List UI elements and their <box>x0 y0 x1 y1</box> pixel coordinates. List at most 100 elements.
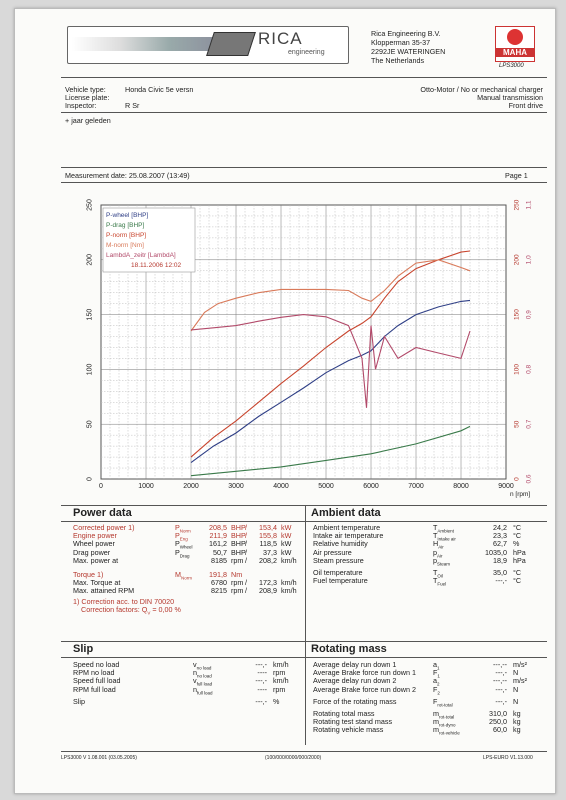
vehicle-type-label: Vehicle type: <box>65 85 106 94</box>
ambient-row-symbol: TAmbient <box>433 523 454 534</box>
model-label: LPS3000 <box>499 63 524 69</box>
y-tick-label-left: 200 <box>87 254 94 266</box>
power-row-unit-1: BHP <box>231 531 246 541</box>
company-line: Klopperman 35-37 <box>371 38 431 47</box>
maha-logo-disc <box>507 29 523 45</box>
rotating-row-unit: kg <box>513 725 521 735</box>
slip-table: Speed no load vno load ---,- km/h RPM no loa… <box>73 660 303 730</box>
chart-legend: P-wheel [BHP] P-drag [BHP] P-norm [BHP] M-n… <box>102 207 196 273</box>
rotating-row-symbol: mrot-vehicle <box>433 725 460 736</box>
legend-entry: P-wheel [BHP] <box>106 212 148 219</box>
divider <box>61 505 547 506</box>
rotating-row-label: Force of the rotating mass <box>313 696 397 706</box>
logo-text: RICA <box>258 29 303 48</box>
ambient-row-symbol: TIntake air <box>433 531 456 542</box>
vehicle-type-value: Honda Civic 5e versn <box>125 85 194 94</box>
divider <box>61 167 547 168</box>
slip-row-unit: km/h <box>273 660 289 669</box>
y-tick-label-right-lambda: 1,1 <box>526 200 533 209</box>
rotating-row-label: Rotating test stand mass <box>313 717 393 727</box>
measurement-date: Measurement date: 25.08.2007 (13:49) <box>65 171 190 180</box>
rotating-row-label: Rotating total mass <box>313 709 375 718</box>
slip-row-value: ---,- <box>255 696 267 706</box>
page-number: Page 1 <box>505 171 528 180</box>
ambient-row-unit: °C <box>513 531 522 541</box>
license-plate-label: License plate: <box>65 93 110 102</box>
max-torque-unit-2: km/h <box>281 578 297 588</box>
power-row-label: Max. power at <box>73 555 119 565</box>
max-rpm-separator: / <box>245 586 247 596</box>
y-tick-label-right-power: 200 <box>514 254 521 265</box>
y-tick-label-right-lambda: 1,0 <box>526 255 533 264</box>
x-tick-label: 9000 <box>498 483 514 490</box>
rotating-row-symbol: mrot-total <box>433 709 455 720</box>
rotating-row-symbol: F1 <box>433 668 440 679</box>
divider <box>61 182 547 183</box>
divider <box>61 112 547 113</box>
ambient-data-title: Ambient data <box>311 507 381 519</box>
y-tick-label-left: 100 <box>87 363 94 375</box>
y-tick-label-right-power: 0 <box>514 477 521 481</box>
power-row-value-1: 211,9 <box>209 531 227 541</box>
divider <box>61 751 547 752</box>
rotating-row-unit: m/s² <box>513 676 527 686</box>
series-line-4 <box>190 259 471 332</box>
ambient-row-value: 23,3 <box>493 531 507 541</box>
maha-logo: MAHA <box>495 26 535 62</box>
rotating-row-value: 310,0 <box>489 709 507 718</box>
torque-symbol: MNorm <box>175 570 192 581</box>
slip-row-label: RPM full load <box>73 684 116 694</box>
ambient-row-label: Oil temperature <box>313 568 363 577</box>
slip-row-unit: km/h <box>273 676 289 686</box>
max-torque-unit-1: rpm <box>231 578 244 588</box>
slip-row-unit: rpm <box>273 668 286 678</box>
ambient-row-value: 18,9 <box>493 555 507 565</box>
power-row-unit-1: BHP <box>231 547 246 557</box>
max-rpm-unit-1: rpm <box>231 586 244 596</box>
x-tick-label: 8000 <box>453 483 469 490</box>
power-row-separator: / <box>245 555 247 565</box>
power-row-value-2: 118,5 <box>259 539 277 549</box>
power-row-unit-2: km/h <box>281 555 297 565</box>
max-rpm-value-1: 8215 <box>211 586 227 596</box>
rotating-row-value: ---,- <box>495 684 507 694</box>
slip-row-symbol: nno load <box>193 668 212 679</box>
company-address: Rica Engineering B.V. Klopperman 35-37 2… <box>371 29 445 65</box>
logo-engine-graphic <box>72 37 234 51</box>
power-row-unit-2: kW <box>281 547 292 557</box>
transmission-type: Manual transmission <box>477 93 543 102</box>
rotating-row-symbol: mrot-dyno <box>433 717 456 728</box>
y-tick-label-right-power: 250 <box>514 199 521 210</box>
torque-value: 191,8 <box>209 570 227 579</box>
max-torque-separator: / <box>245 578 247 588</box>
slip-row-label: Speed no load <box>73 660 120 669</box>
rotating-row-symbol: a2 <box>433 676 440 687</box>
rotating-row-value: ---,-- <box>493 676 507 686</box>
rotating-row-unit: kg <box>513 709 521 718</box>
power-row-separator: / <box>245 547 247 557</box>
footer-code: (100/000/0000/000/2000) <box>265 755 322 761</box>
series-line-1 <box>190 299 471 464</box>
rotating-row-unit: N <box>513 684 519 694</box>
correction-factors: Correction factors: QV = 0,00 % <box>81 605 181 616</box>
legend-entry: LambdA_zeitr [LambdA] <box>106 252 176 259</box>
slip-row-symbol: vfull load <box>193 676 213 687</box>
rotating-mass-title: Rotating mass <box>311 643 387 655</box>
y-tick-label-right-lambda: 0,8 <box>526 365 533 374</box>
company-line: 2292JE WATERINGEN <box>371 47 446 56</box>
power-row-unit-2: kW <box>281 539 292 549</box>
rotating-mass-table: Average delay run down 1 a1 ---,-- m/s² Aver… <box>313 660 543 750</box>
power-row-label: Engine power <box>73 531 117 541</box>
torque-unit: Nm <box>231 570 243 579</box>
y-tick-label-right-power: 100 <box>514 364 521 375</box>
ambient-row-label: Ambient temperature <box>313 523 381 532</box>
legend-entry: P-drag [BHP] <box>106 222 144 229</box>
x-tick-label: 6000 <box>363 483 379 490</box>
max-rpm-label: Max. attained RPM <box>73 586 135 596</box>
x-tick-label: 3000 <box>228 483 244 490</box>
rotating-row-unit: m/s² <box>513 660 527 669</box>
column-divider <box>305 505 306 745</box>
ambient-row-symbol: TOil <box>433 568 443 579</box>
vehicle-note: + jaar geleden <box>65 116 111 125</box>
